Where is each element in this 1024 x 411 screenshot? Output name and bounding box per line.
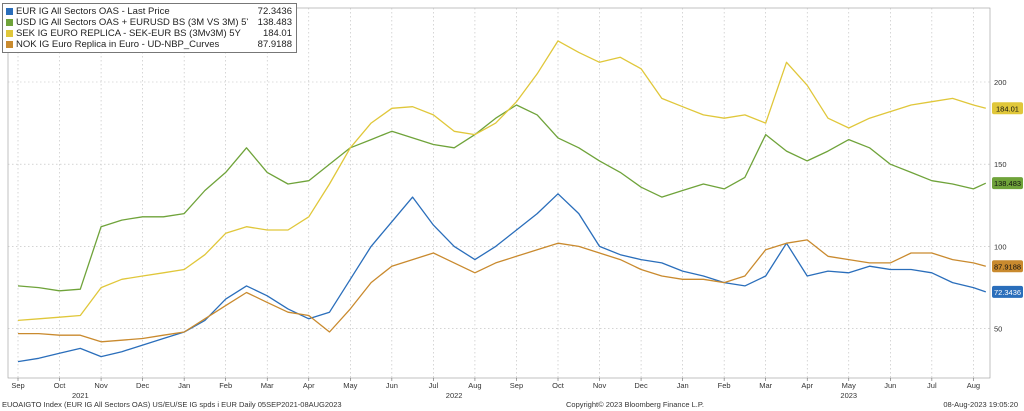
y-tick-label: 150 [994, 160, 1007, 169]
y-axis: 50 100 150 200 [994, 78, 1007, 334]
x-tick-label: Oct [552, 381, 565, 390]
x-tick-label: Oct [54, 381, 67, 390]
series-end-value: 87.9188 [994, 262, 1021, 271]
x-tick-label: Jun [884, 381, 896, 390]
series-lines: 72.3436 138.483 184.01 87.9188 [17, 40, 1023, 363]
legend-label: NOK IG Euro Replica in Euro - UD-NBP_Cur… [16, 39, 220, 50]
x-tick-label: Apr [303, 381, 315, 390]
x-axis: Sep Oct Nov Dec Jan Feb Mar Apr May Jun Jul Aug Sep O… [11, 378, 980, 400]
series-line [17, 193, 987, 363]
x-tick-label: Nov [94, 381, 108, 390]
x-tick-label: Jan [178, 381, 190, 390]
series-end-value: 72.3436 [994, 288, 1021, 297]
series-line [17, 40, 986, 322]
x-tick-label: Jan [677, 381, 689, 390]
legend-label: EUR IG All Sectors OAS - Last Price [16, 6, 170, 17]
footer-timestamp: 08-Aug-2023 19:05:20 [943, 400, 1018, 409]
x-tick-label: Aug [967, 381, 980, 390]
x-tick-label: Mar [759, 381, 772, 390]
x-tick-label: May [842, 381, 856, 390]
plot-frame [7, 7, 991, 379]
x-tick-label: Aug [468, 381, 481, 390]
legend-swatch [6, 30, 13, 37]
legend: EUR IG All Sectors OAS - Last Price 72.3… [2, 3, 297, 53]
x-tick-label: May [343, 381, 357, 390]
footer-source: EUOAIGTO Index (EUR IG All Sectors OAS) … [2, 400, 342, 409]
x-tick-label: Mar [261, 381, 274, 390]
legend-row: EUR IG All Sectors OAS - Last Price 72.3… [6, 6, 292, 17]
series-end-tag [992, 177, 1023, 190]
x-tick-label: Nov [593, 381, 607, 390]
series-line [18, 239, 986, 343]
y-tick-label: 100 [994, 242, 1007, 251]
series-end-tag [992, 285, 1023, 298]
legend-value: 72.3436 [257, 6, 292, 17]
x-tick-label: Jul [927, 381, 937, 390]
x-tick-label: Sep [11, 381, 24, 390]
legend-value: 184.01 [262, 28, 292, 39]
legend-value: 87.9188 [257, 39, 292, 50]
x-tick-label: Dec [136, 381, 150, 390]
legend-value: 138.483 [257, 17, 292, 28]
y-tick-label: 200 [994, 78, 1007, 87]
series-end-value: 138.483 [994, 179, 1021, 188]
x-tick-label: Feb [718, 381, 731, 390]
series-end-tag [992, 260, 1023, 273]
footer-copyright: Copyright© 2023 Bloomberg Finance L.P. [566, 400, 704, 409]
x-tick-label: Apr [801, 381, 813, 390]
legend-row: NOK IG Euro Replica in Euro - UD-NBP_Cur… [6, 39, 292, 50]
x-tick-label: Jul [429, 381, 439, 390]
legend-row: SEK IG EURO REPLICA - SEK-EUR BS (3Mv3M)… [6, 28, 292, 39]
y-tick-label: 50 [994, 325, 1002, 334]
series-end-tag [992, 102, 1023, 115]
year-label: 2023 [840, 391, 857, 400]
grid [7, 7, 991, 379]
x-tick-label: Feb [219, 381, 232, 390]
legend-row: USD IG All Sectors OAS + EURUSD BS (3M V… [6, 17, 292, 28]
legend-label: SEK IG EURO REPLICA - SEK-EUR BS (3Mv3M)… [16, 28, 241, 39]
legend-swatch [6, 41, 13, 48]
x-tick-label: Jun [386, 381, 398, 390]
year-label: 2022 [446, 391, 463, 400]
legend-swatch [6, 8, 13, 15]
legend-label: USD IG All Sectors OAS + EURUSD BS (3M V… [16, 17, 248, 28]
series-line [17, 104, 987, 292]
year-label: 2021 [72, 391, 89, 400]
x-tick-label: Sep [510, 381, 523, 390]
x-tick-label: Dec [634, 381, 648, 390]
legend-swatch [6, 19, 13, 26]
series-end-value: 184.01 [996, 104, 1019, 113]
